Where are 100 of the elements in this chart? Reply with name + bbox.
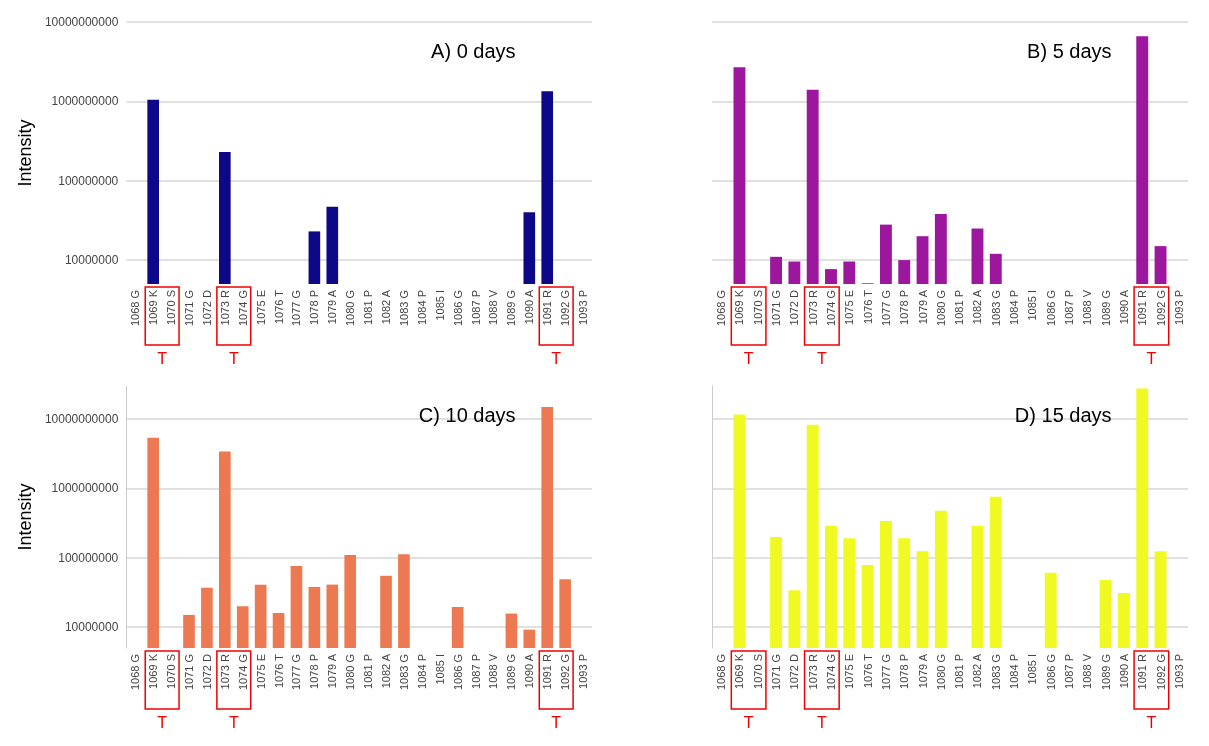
x-tick-label: 1078 P xyxy=(308,654,321,689)
x-tick-label: 1072 D xyxy=(200,653,213,690)
x-tick-label: 1079 A xyxy=(326,289,339,325)
x-tick-label: 1071 G xyxy=(183,654,195,691)
x-tick-label: 1082 A xyxy=(380,653,393,689)
text: C) 10 days xyxy=(418,404,516,426)
x-tick-label: 1084 P xyxy=(1008,654,1021,689)
x-tick-label: 1091 R xyxy=(1136,653,1149,690)
x-tick-label: 1072 D xyxy=(200,289,213,326)
text: T xyxy=(228,713,239,731)
x-tick-label: 1081 P xyxy=(362,290,375,325)
x-tick-label: 1069 K xyxy=(733,653,746,689)
y-tick-label: 10000000 xyxy=(64,620,119,635)
text: A) 0 days xyxy=(431,40,516,62)
x-tick-label: 1070 S xyxy=(751,290,764,325)
x-tick-label: 1076 T xyxy=(272,653,285,689)
x-tick-label: 1087 P xyxy=(1063,290,1075,325)
x-tick-label: 1077 G xyxy=(290,654,303,691)
x-tick-label: 1093 P xyxy=(577,290,590,325)
x-tick-label: 1071 G xyxy=(183,290,195,327)
y-tick-label: 1000000000 xyxy=(51,94,119,109)
x-tick-label: 1083 G xyxy=(397,654,410,691)
x-tick-label: 1092 G xyxy=(559,290,572,327)
x-tick-label: 1070 S xyxy=(165,654,178,689)
x-tick-label: 1091 R xyxy=(541,653,554,690)
x-tick-label: 1076 T xyxy=(861,653,874,689)
y-tick-label: 10000000000 xyxy=(44,412,119,427)
y-tick-label: 100000000 xyxy=(58,550,119,565)
x-tick-label: 1081 P xyxy=(953,290,966,325)
x-tick-label: 1092 G xyxy=(559,654,572,691)
x-tick-label: 1088 V xyxy=(1081,289,1094,325)
text: T xyxy=(816,349,827,367)
y-tick-label: 1000000000 xyxy=(51,481,119,496)
x-tick-label: 1084 P xyxy=(1008,290,1021,325)
x-tick-label: 1089 G xyxy=(1099,290,1112,327)
text: D) 15 days xyxy=(1014,404,1112,426)
x-tick-label: 1075 E xyxy=(254,290,267,325)
x-tick-label: 1090 A xyxy=(1117,289,1130,325)
x-tick-label: 1076 T xyxy=(861,289,874,325)
text: T xyxy=(157,349,168,367)
x-tick-label: 1090 A xyxy=(1117,653,1130,689)
x-tick-label: 1086 G xyxy=(451,290,464,327)
x-tick-label: 1072 D xyxy=(788,653,801,690)
y-axis-title: Intensity xyxy=(15,483,35,551)
x-tick-label: 1074 G xyxy=(825,290,837,327)
text: T xyxy=(1146,349,1157,367)
x-tick-label: 1090 A xyxy=(523,653,536,689)
x-tick-label: 1079 A xyxy=(916,653,929,689)
x-tick-label: 1087 P xyxy=(469,290,482,325)
x-tick-label: 1086 G xyxy=(1044,290,1057,327)
y-tick-label: 10000000000 xyxy=(44,15,119,29)
x-tick-label: 1069 K xyxy=(147,289,160,325)
x-tick-label: 1083 G xyxy=(397,290,410,327)
x-tick-label: 1069 K xyxy=(733,289,746,325)
x-tick-label: 1083 G xyxy=(989,290,1002,327)
x-tick-label: 1080 G xyxy=(344,654,357,691)
x-tick-label: 1069 K xyxy=(147,653,160,689)
x-tick-label: 1073 R xyxy=(806,289,819,326)
x-tick-label: 1074 G xyxy=(236,654,249,691)
text: T xyxy=(743,349,754,367)
x-tick-label: 1090 A xyxy=(523,289,536,325)
x-tick-label: 1093 P xyxy=(577,654,590,689)
text: T xyxy=(157,713,168,731)
x-tick-label: 1078 P xyxy=(898,654,911,689)
y-axis-title: Intensity xyxy=(15,119,35,187)
x-tick-label: 1092 G xyxy=(1154,290,1167,327)
text: T xyxy=(816,713,827,731)
x-tick-label: 1088 V xyxy=(487,289,500,325)
x-tick-label: 1085 I xyxy=(1026,654,1039,685)
text: T xyxy=(743,713,754,731)
x-tick-label: 1074 G xyxy=(825,654,837,691)
x-tick-label: 1087 P xyxy=(469,654,482,689)
x-tick-label: 1075 E xyxy=(254,654,267,689)
x-tick-label: 1071 G xyxy=(770,654,783,691)
text: B) 5 days xyxy=(1027,40,1112,62)
x-tick-label: 1085 I xyxy=(1026,290,1039,321)
x-tick-label: 1068 G xyxy=(715,290,728,327)
x-tick-label: 1091 R xyxy=(541,289,554,326)
y-tick-label: 100000000 xyxy=(58,173,119,188)
x-tick-label: 1073 R xyxy=(218,653,231,690)
text: T xyxy=(228,349,239,367)
x-tick-label: 1078 P xyxy=(898,290,911,325)
x-tick-label: 1087 P xyxy=(1063,654,1075,689)
x-tick-label: 1077 G xyxy=(879,290,892,327)
x-tick-label: 1074 G xyxy=(236,290,249,327)
x-tick-label: 1086 G xyxy=(451,654,464,691)
x-tick-label: 1085 I xyxy=(433,290,446,321)
x-tick-label: 1081 P xyxy=(362,654,375,689)
x-tick-label: 1079 A xyxy=(916,289,929,325)
x-tick-label: 1081 P xyxy=(953,654,966,689)
x-tick-label: 1089 G xyxy=(1099,654,1112,691)
x-tick-label: 1078 P xyxy=(308,290,321,325)
x-tick-label: 1088 V xyxy=(1081,653,1094,689)
x-tick-label: 1082 A xyxy=(971,289,984,325)
x-tick-label: 1093 P xyxy=(1172,290,1185,325)
x-tick-label: 1076 T xyxy=(272,289,285,325)
x-tick-label: 1077 G xyxy=(879,654,892,691)
x-tick-label: 1089 G xyxy=(505,290,518,327)
x-tick-label: 1077 G xyxy=(290,290,303,327)
x-tick-label: 1092 G xyxy=(1154,654,1167,691)
